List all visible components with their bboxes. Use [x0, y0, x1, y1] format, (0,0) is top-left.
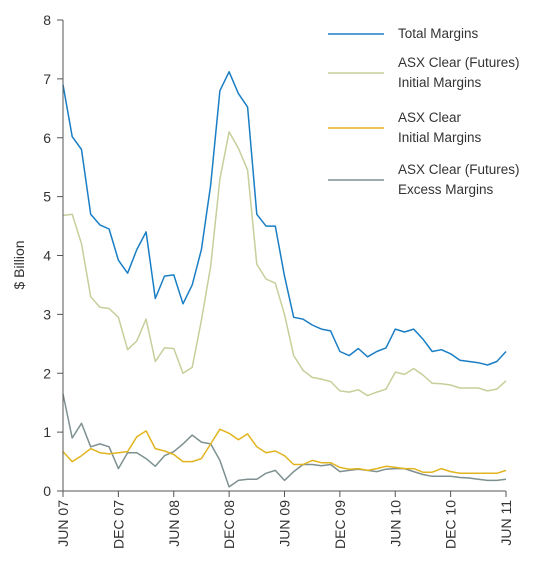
x-tick-label: JUN 10 — [387, 500, 403, 547]
plot-lines — [62, 71, 507, 488]
legend-label-line: ASX Clear (Futures) — [398, 162, 520, 177]
legend-label-line: ASX Clear — [398, 110, 462, 125]
x-tick-label: DEC 09 — [332, 500, 348, 549]
x-tick-label: JUN 07 — [55, 500, 71, 547]
legend-label-line: Initial Margins — [398, 130, 482, 145]
y-tick-label: 8 — [43, 12, 51, 28]
y-tick-label: 3 — [43, 306, 51, 322]
x-tick-label: JUN 09 — [277, 500, 293, 547]
x-tick-label: JUN 11 — [498, 500, 514, 546]
legend-label-line: Initial Margins — [398, 75, 482, 90]
y-ticks: 0 1 2 3 4 5 6 7 8 — [43, 12, 63, 499]
legend-label-1: ASX Clear (Futures) Initial Margins — [398, 55, 520, 90]
series-line-1 — [62, 131, 507, 397]
y-tick-label: 4 — [43, 248, 51, 264]
y-tick-label: 1 — [43, 424, 51, 440]
y-tick-label: 2 — [43, 365, 51, 381]
y-tick-label: 0 — [43, 483, 51, 499]
legend-label-line: Total Margins — [398, 26, 479, 41]
y-axis-title: $ Billion — [11, 240, 27, 289]
y-tick-label: 5 — [43, 189, 51, 205]
x-tick-label: JUN 08 — [166, 500, 182, 547]
series-line-3 — [62, 393, 507, 488]
series-line-2 — [62, 428, 507, 475]
legend-label-2: ASX Clear Initial Margins — [398, 110, 482, 145]
legend: Total Margins ASX Clear (Futures) Initial … — [328, 26, 520, 197]
x-tick-label: DEC 07 — [110, 500, 126, 549]
y-tick-label: 7 — [43, 71, 51, 87]
legend-label-line: Excess Margins — [398, 182, 494, 197]
legend-label-line: ASX Clear (Futures) — [398, 55, 520, 70]
y-tick-label: 6 — [43, 130, 51, 146]
series-line-0 — [62, 71, 507, 366]
legend-label-3: ASX Clear (Futures) Excess Margins — [398, 162, 520, 197]
x-tick-label: DEC 08 — [221, 500, 237, 549]
x-tick-label: DEC 10 — [443, 500, 459, 549]
legend-label-0: Total Margins — [398, 26, 479, 41]
axes: 0 1 2 3 4 5 6 7 8 JUN 07 DEC 07 JUN 08 DEC 08 JUN 09… — [43, 12, 514, 549]
x-ticks: JUN 07 DEC 07 JUN 08 DEC 08 JUN 09 DEC 09 JUN … — [55, 491, 514, 549]
